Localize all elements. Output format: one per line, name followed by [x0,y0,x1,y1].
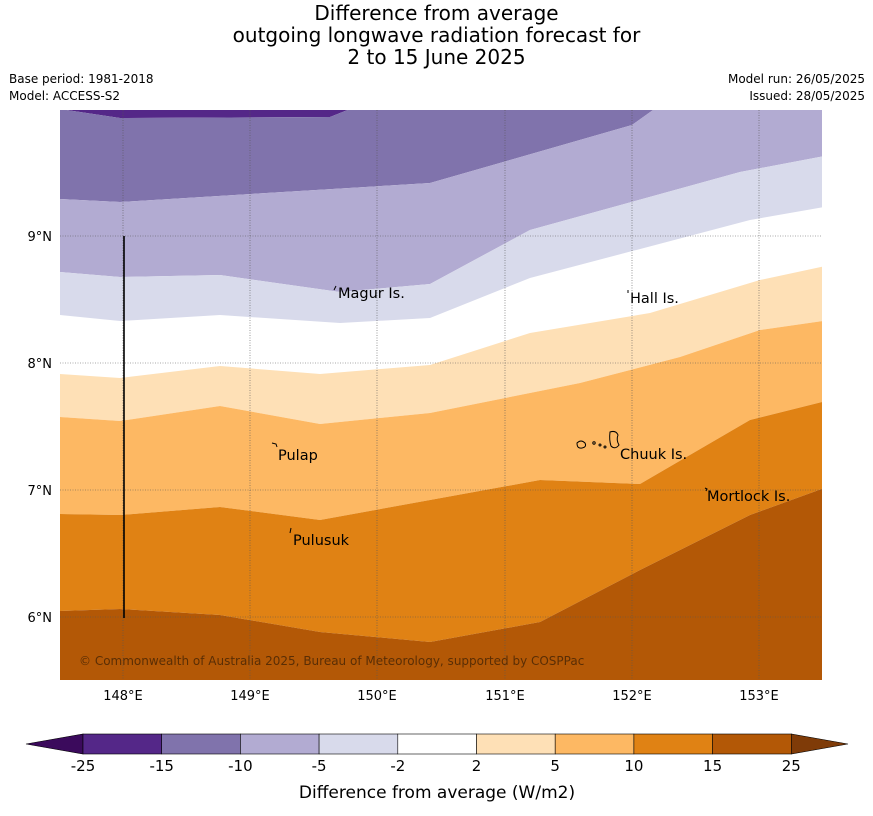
colorbar-segment [240,733,320,755]
colorbar-extend-high [790,733,849,755]
model-run-text: Model run: 26/05/2025 [727,72,865,86]
lon-tick-label: 151°E [485,689,525,704]
island-pulusuk [289,527,292,534]
island-pulap [271,442,278,448]
colorbar-segment [82,733,162,755]
latitude-axis: 9°N 8°N 7°N 6°N [28,230,53,626]
map-title-line-3: 2 to 15 June 2025 [347,45,526,69]
colorbar-tick-label: -15 [149,757,174,775]
band-minus-2-minus-5 [60,156,822,323]
colorbar-label: Difference from average (W/m2) [299,783,575,803]
colorbar-tick-label: -25 [71,757,96,775]
base-period-text: Base period: 1981-2018 [9,72,154,86]
colorbar-tick-label: 5 [550,757,560,775]
colorbar-segment [712,733,792,755]
place-label-chuuk: Chuuk Is. [620,447,687,463]
colorbar-tick-label: 25 [782,757,801,775]
map-title-line-1: Difference from average [314,1,559,25]
colorbar-tick-label: 10 [624,757,643,775]
place-label-mortlock: Mortlock Is. [707,489,790,505]
colorbar [25,733,849,755]
colorbar-tick-label: -10 [228,757,253,775]
island-chuuk [576,430,620,449]
colorbar-segment [554,733,635,755]
place-label-pulap: Pulap [278,448,318,464]
issued-text: Issued: 28/05/2025 [749,89,865,103]
lon-tick-label: 148°E [103,689,143,704]
colorbar-tick-label: -5 [312,757,327,775]
place-label-pulusuk: Pulusuk [293,533,350,549]
longitude-axis: 148°E 149°E 150°E 151°E 152°E 153°E [103,689,779,704]
island-magur [333,285,337,291]
gridlines [60,110,822,680]
place-label-magur: Magur Is. [338,286,405,302]
model-text: Model: ACCESS-S2 [9,89,121,103]
lat-tick-label: 9°N [28,230,53,245]
colorbar-extend-low [25,733,84,755]
colorbar-tick-label: -2 [390,757,405,775]
colorbar-segment [397,733,477,755]
colorbar-tick-label: 2 [472,757,482,775]
lon-tick-label: 149°E [230,689,270,704]
colorbar-tick-label: 15 [703,757,722,775]
band-2-5 [60,266,822,424]
copyright-notice: © Commonwealth of Australia 2025, Bureau… [79,654,584,668]
map-title-line-2: outgoing longwave radiation forecast for [232,23,641,47]
band-15-25 [60,488,822,680]
lon-tick-label: 152°E [612,689,652,704]
band-minus-15-minus-25 [66,110,348,118]
band-5-10 [60,321,822,520]
lat-tick-label: 8°N [28,357,53,372]
lon-tick-label: 150°E [357,689,397,704]
island-mortlock [704,487,708,492]
place-label-hall: Hall Is. [630,291,679,307]
lat-tick-label: 6°N [28,611,53,626]
colorbar-segment [318,733,399,755]
colorbar-segment [161,733,241,755]
lat-tick-label: 7°N [28,484,53,499]
colorbar-segment [633,733,713,755]
lon-tick-label: 153°E [739,689,779,704]
band-minus-5-minus-10 [60,110,822,292]
contour-layer: Magur Is. Hall Is. Pulap Chuuk Is. Mortl… [60,110,822,680]
band-10-15 [60,402,822,642]
colorbar-segment [476,733,556,755]
colorbar-tick-labels: -25 -15 -10 -5 -2 2 5 10 15 25 [71,757,801,775]
island-outlines [271,285,708,534]
